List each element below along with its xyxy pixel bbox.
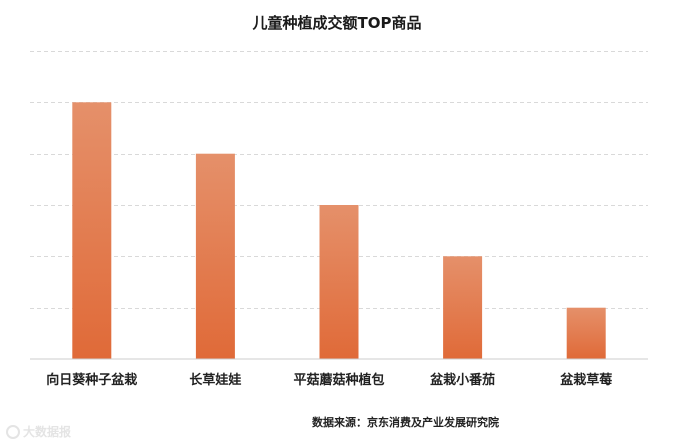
- bar-2: [195, 153, 235, 359]
- bars: [72, 102, 606, 360]
- watermark-logo: 大数据报: [6, 423, 71, 440]
- x-tick-label: 平菇蘑菇种植包: [293, 372, 384, 388]
- source-note: 数据来源：京东消费及产业发展研究院: [312, 416, 499, 429]
- chart-title: 儿童种植成交额TOP商品: [252, 14, 422, 32]
- watermark-icon: [6, 424, 20, 439]
- x-tick-labels: 向日葵种子盆栽 长草娃娃 平菇蘑菇种植包 盆栽小番茄 盆栽草莓: [46, 372, 612, 388]
- watermark-text: 大数据报: [23, 425, 72, 439]
- bar-3: [319, 205, 359, 359]
- bar-1: [72, 102, 112, 360]
- bar-4: [443, 256, 483, 359]
- x-tick-label: 盆栽草莓: [559, 372, 612, 388]
- x-tick-label: 向日葵种子盆栽: [46, 372, 137, 388]
- x-tick-label: 长草娃娃: [189, 372, 241, 388]
- x-tick-label: 盆栽小番茄: [429, 372, 495, 388]
- bar-5: [566, 307, 606, 359]
